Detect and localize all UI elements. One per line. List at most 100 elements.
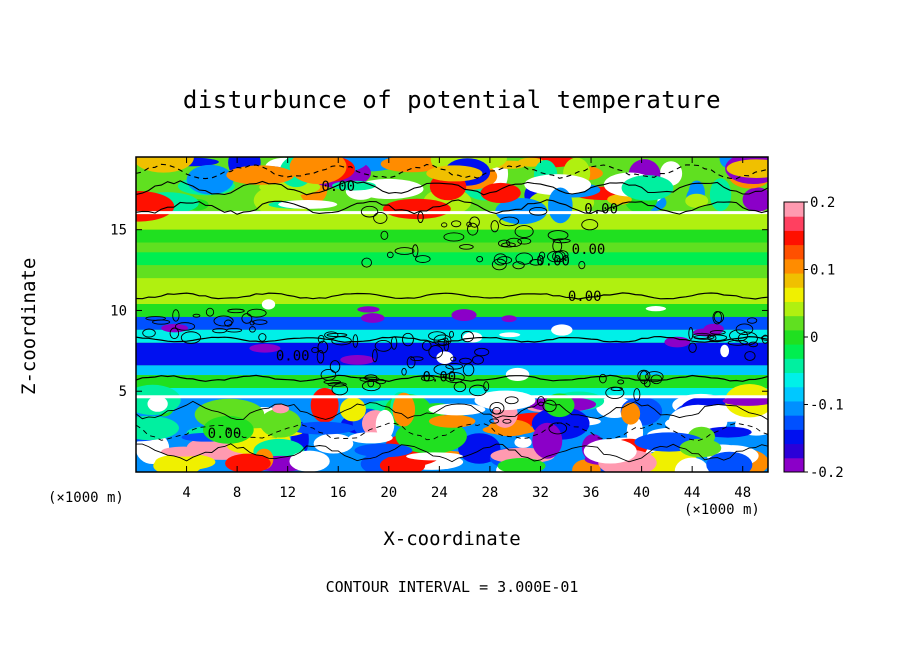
field-band [136,265,768,279]
colorbar-swatch [784,344,804,359]
field-blob [289,421,356,435]
contour-loop [311,346,319,354]
field-blob [161,446,206,457]
contour-loop [693,334,715,340]
contour-loop [180,331,202,344]
colorbar-swatch [784,457,804,473]
field-blob [462,332,483,343]
contour-loop [169,327,180,339]
contour-line [136,292,768,300]
colorbar-label: -0.1 [810,398,844,414]
contour-loop [421,340,432,351]
field-blob [480,182,521,204]
contour-line [136,422,768,441]
contour-loop [474,347,490,357]
field-blob [436,351,454,364]
field-blob [225,453,271,472]
contour-line [136,374,768,383]
y-tick-label: 10 [110,303,127,319]
x-unit-label-left: (×1000 m) [48,490,124,506]
contour-loop [367,379,375,388]
colorbar-swatch [784,202,804,217]
contour-loop [361,257,373,268]
x-tick-label: 8 [233,485,241,501]
field-blob [720,344,730,358]
contour-loop [227,308,245,314]
contour-loop [174,322,196,331]
contour-loop [323,379,342,385]
field-blob [726,159,768,178]
colorbar: 0.2 0.1 0 -0.1 -0.2 [783,195,844,481]
contour-loop [437,339,448,346]
contour-loop [329,360,341,373]
field-blob [186,164,234,195]
field-blob [514,436,532,448]
field-blob [645,306,667,312]
field-blob [451,309,477,321]
contour-loop [380,230,389,240]
field-blob [272,404,290,414]
contour-loop [224,319,233,327]
field-blob [674,457,709,472]
field-blob [278,200,338,209]
colorbar-swatch [784,273,804,288]
field-blob [551,324,573,336]
colorbar-swatch [784,258,804,274]
contour-loop [483,381,490,392]
x-tick-label: 20 [380,485,397,501]
contour-loop [428,331,447,341]
field-blob [360,313,385,323]
contour-loop [727,339,748,346]
x-tick-label: 32 [532,485,549,501]
contour-loop [529,259,543,266]
field-blob [532,422,563,459]
contour-line [136,443,768,463]
contour-line [136,335,768,344]
contour-loop [645,371,664,383]
contour-loop [443,232,465,242]
field-band [136,329,768,343]
contour-loop [472,355,484,365]
contour-loop [331,383,349,396]
field-blob [339,397,366,422]
contour-loop [501,242,516,248]
y-axis: 5 10 15 [110,223,768,400]
colorbar-swatch [784,301,804,317]
colorbar-swatch [784,244,804,260]
contour-loop [420,375,435,382]
field-blob [704,426,752,438]
y-tick-label: 5 [119,384,127,400]
contour-loop [729,329,749,342]
contour-loop [449,330,455,338]
colorbar-label: 0.2 [810,195,835,211]
contour-loop [542,399,557,413]
x-tick-label: 24 [431,485,448,501]
contour-loop [412,244,419,258]
colorbar-swatch [784,372,804,388]
field-blob [289,157,347,185]
contour-loop [744,351,756,361]
field-blob [685,193,709,208]
contour-loop [246,308,267,318]
chart-title: disturbunce of potential temperature [182,86,722,114]
contour-loop [459,244,474,250]
contour-loop [390,336,398,350]
field-blob [497,458,546,472]
contour-loop [491,258,507,271]
contour-line [136,199,768,215]
contour-loop [451,220,462,228]
x-axis: 4 8 12 16 20 24 28 32 36 40 44 48 [182,157,751,501]
x-axis-label: X-coordinate [383,528,521,550]
x-tick-label: 16 [330,485,347,501]
colorbar-swatch [784,230,804,246]
colorbar-swatch [784,429,804,445]
x-tick-label: 48 [734,485,751,501]
field-band [136,242,768,253]
contour-loop [372,349,378,363]
contour-loop [490,220,499,233]
field-blob [249,343,281,353]
field-blob [259,408,302,438]
field-blob [505,367,530,382]
field-blob [621,175,674,201]
